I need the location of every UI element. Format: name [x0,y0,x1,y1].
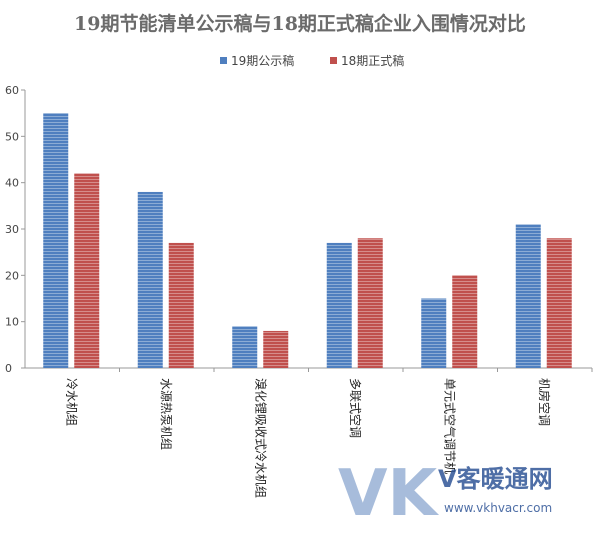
legend-label-1: 18期正式稿 [341,53,404,68]
bar-1-1 [168,242,194,368]
bar-1-0 [74,173,100,368]
y-tick-label-30: 30 [5,223,19,236]
y-tick-label-10: 10 [5,316,19,329]
watermark-logo: VK V客暖通网 www.vkhvacr.com [338,457,553,531]
bar-1-3 [357,238,383,368]
y-tick-label-60: 60 [5,84,19,97]
y-tick-label-50: 50 [5,130,19,143]
category-labels: 冷水机组 水源热泵机组 溴化锂吸收式冷水机组 多联式空调 单元式空气调节机 机房空调 [64,378,552,498]
category-label-5: 机房空调 [537,378,552,426]
bar-1-2 [263,330,289,368]
legend-label-0: 19期公示稿 [231,53,294,68]
watermark-site-name: V客暖通网 [438,465,553,493]
y-tick-label-20: 20 [5,269,19,282]
category-label-3: 多联式空调 [348,378,362,438]
legend-swatch-1 [330,57,337,64]
legend-swatch-0 [220,57,227,64]
category-label-2: 溴化锂吸收式冷水机组 [253,378,268,498]
chart-title: 19期节能清单公示稿与18期正式稿企业入围情况对比 [74,12,526,35]
bar-1-5 [546,238,572,368]
bar-0-3 [326,242,352,368]
legend: 19期公示稿 18期正式稿 [220,53,404,68]
category-label-1: 水源热泵机组 [159,378,173,450]
bar-0-2 [232,326,258,368]
watermark-letters: VK [338,457,440,531]
bar-0-4 [421,298,447,368]
bars [43,113,593,372]
category-label-4: 单元式空气调节机 [442,378,457,474]
y-tick-label-40: 40 [5,177,19,190]
bar-1-4 [452,275,478,368]
category-label-0: 冷水机组 [64,378,78,426]
y-tick-label-0: 0 [5,362,12,375]
bar-0-1 [137,191,163,368]
watermark-url: www.vkhvacr.com [444,501,552,515]
bar-0-5 [515,224,541,368]
bar-0-0 [43,113,69,369]
